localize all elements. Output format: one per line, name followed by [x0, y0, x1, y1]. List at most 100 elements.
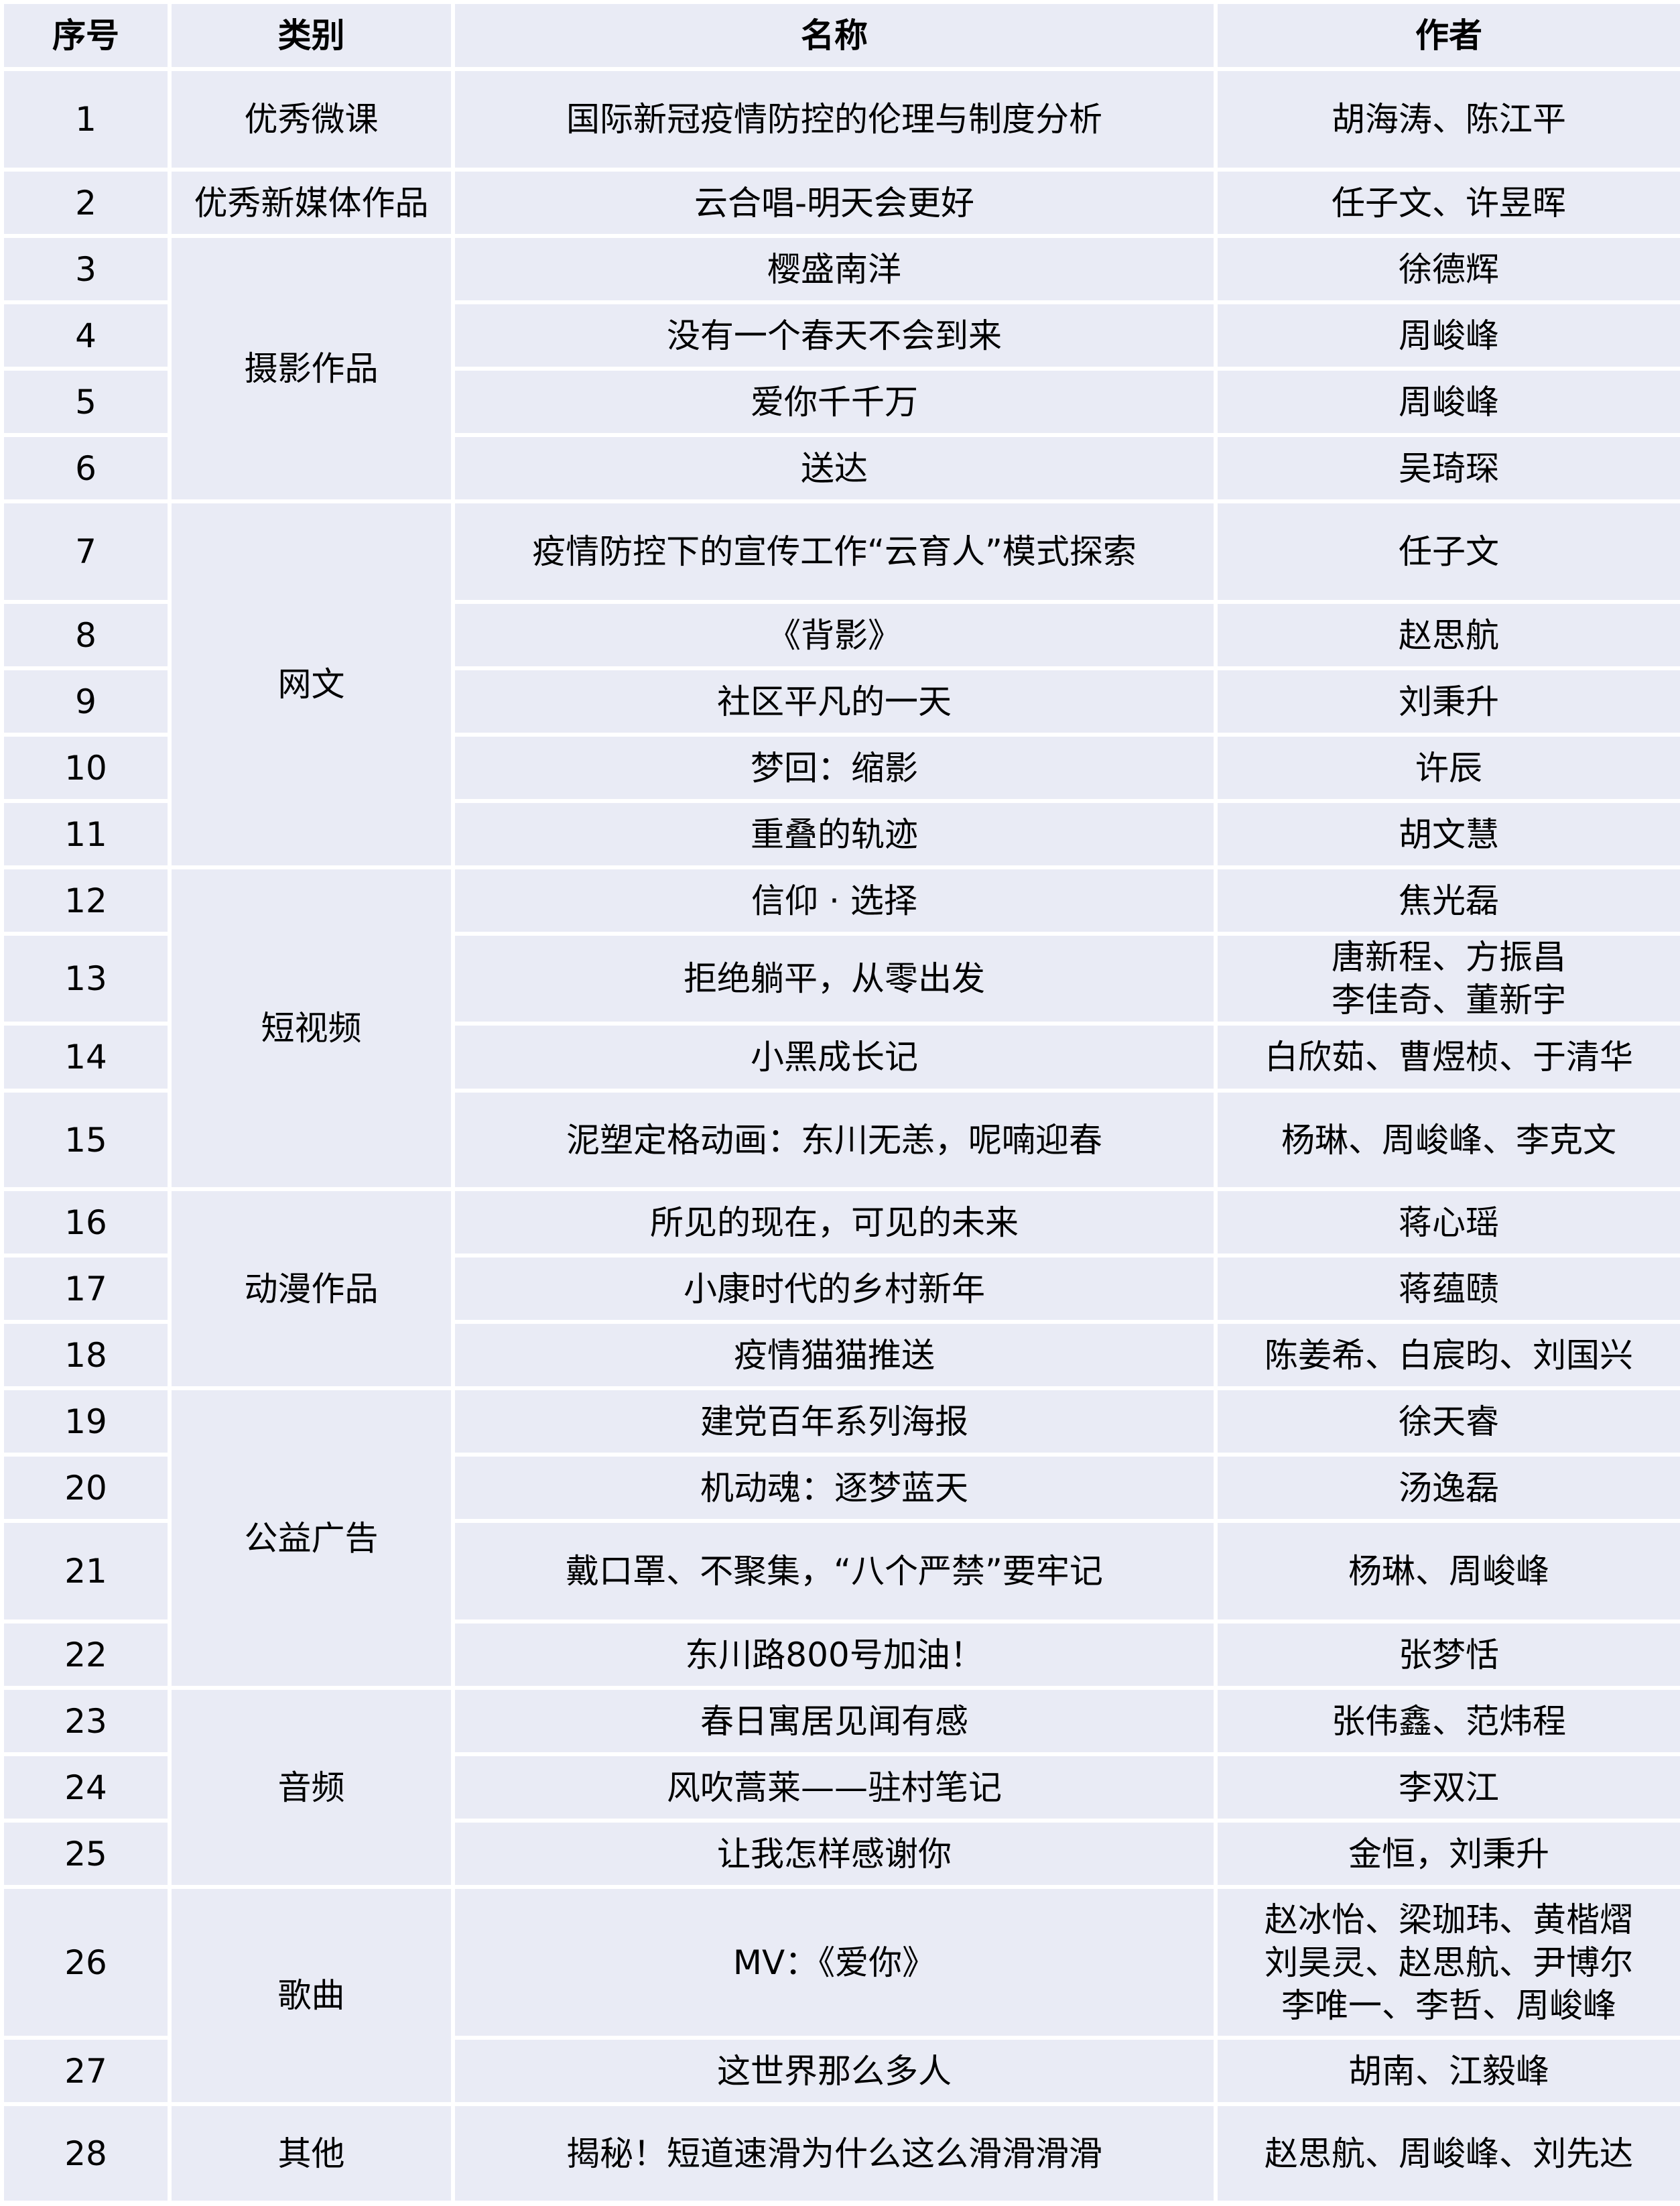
table-row: 27 这世界那么多人 胡南、江毅峰 [0, 2036, 1680, 2106]
cell-category: 摄影作品 [168, 234, 455, 503]
header-category: 类别 [168, 0, 455, 71]
cell-index: 12 [0, 865, 172, 936]
cell-name: 疫情猫猫推送 [451, 1320, 1218, 1390]
cell-index: 9 [0, 666, 172, 737]
cell-name: 建党百年系列海报 [451, 1386, 1218, 1457]
cell-name: 风吹蒿莱——驻村笔记 [451, 1752, 1218, 1823]
cell-author: 白欣茹、曹煜桢、于清华 [1214, 1022, 1680, 1093]
cell-author: 任子文 [1214, 499, 1680, 604]
cell-author: 徐德辉 [1214, 234, 1680, 304]
header-index: 序号 [0, 0, 172, 71]
table-row: 13 拒绝躺平，从零出发 唐新程、方振昌 李佳奇、董新宇 [0, 932, 1680, 1026]
cell-name: 小康时代的乡村新年 [451, 1253, 1218, 1324]
cell-author: 周峻峰 [1214, 367, 1680, 437]
cell-category: 短视频 [168, 865, 455, 1191]
cell-category: 优秀新媒体作品 [168, 168, 455, 238]
cell-name: 春日寓居见闻有感 [451, 1686, 1218, 1756]
cell-name: 送达 [451, 433, 1218, 503]
cell-name: 拒绝躺平，从零出发 [451, 932, 1218, 1026]
cell-author: 吴琦琛 [1214, 433, 1680, 503]
cell-category: 动漫作品 [168, 1187, 455, 1390]
header-name: 名称 [451, 0, 1218, 71]
cell-name: 泥塑定格动画：东川无恙，呢喃迎春 [451, 1089, 1218, 1191]
cell-name: 云合唱-明天会更好 [451, 168, 1218, 238]
cell-author: 唐新程、方振昌 李佳奇、董新宇 [1214, 932, 1680, 1026]
cell-name: 《背影》 [451, 600, 1218, 670]
table-row: 9 社区平凡的一天 刘秉升 [0, 666, 1680, 737]
cell-index: 15 [0, 1089, 172, 1191]
cell-author: 杨琳、周峻峰 [1214, 1519, 1680, 1623]
cell-author: 赵思航、周峻峰、刘先达 [1214, 2102, 1680, 2205]
cell-name: 小黑成长记 [451, 1022, 1218, 1093]
cell-name: 樱盛南洋 [451, 234, 1218, 304]
cell-name: 梦回：缩影 [451, 733, 1218, 803]
cell-index: 28 [0, 2102, 172, 2205]
table-row: 1 优秀微课 国际新冠疫情防控的伦理与制度分析 胡海涛、陈江平 [0, 67, 1680, 172]
cell-author: 张梦恬 [1214, 1619, 1680, 1690]
cell-author: 胡文慧 [1214, 799, 1680, 869]
cell-author: 赵思航 [1214, 600, 1680, 670]
cell-category: 其他 [168, 2102, 455, 2205]
cell-name: 没有一个春天不会到来 [451, 300, 1218, 371]
table-row: 26 歌曲 MV：《爱你》 赵冰怡、梁珈玮、黄楷熠 刘昊灵、赵思航、尹博尔 李唯一、李… [0, 1885, 1680, 2106]
cell-category: 音频 [168, 1686, 455, 1889]
cell-name: 信仰 · 选择 [451, 865, 1218, 936]
cell-name: 所见的现在，可见的未来 [451, 1187, 1218, 1258]
cell-name: 国际新冠疫情防控的伦理与制度分析 [451, 67, 1218, 172]
table-row: 12 短视频 信仰 · 选择 焦光磊 [0, 865, 1680, 1191]
cell-name: 戴口罩、不聚集，“八个严禁”要牢记 [451, 1519, 1218, 1623]
table-row: 28 其他 揭秘！短道速滑为什么这么滑滑滑滑 赵思航、周峻峰、刘先达 [0, 2102, 1680, 2205]
cell-index: 25 [0, 1819, 172, 1889]
cell-index: 20 [0, 1453, 172, 1523]
cell-index: 19 [0, 1386, 172, 1457]
cell-index: 1 [0, 67, 172, 172]
cell-author: 胡南、江毅峰 [1214, 2036, 1680, 2106]
cell-author: 金恒，刘秉升 [1214, 1819, 1680, 1889]
table-row: 15 泥塑定格动画：东川无恙，呢喃迎春 杨琳、周峻峰、李克文 [0, 1089, 1680, 1191]
cell-index: 18 [0, 1320, 172, 1390]
cell-author: 胡海涛、陈江平 [1214, 67, 1680, 172]
cell-index: 27 [0, 2036, 172, 2106]
table-row: 20 机动魂：逐梦蓝天 汤逸磊 [0, 1453, 1680, 1523]
table-row: 10 梦回：缩影 许辰 [0, 733, 1680, 803]
cell-index: 13 [0, 932, 172, 1026]
table-row: 19 公益广告 建党百年系列海报 徐天睿 [0, 1386, 1680, 1690]
cell-author: 李双江 [1214, 1752, 1680, 1823]
header-author: 作者 [1214, 0, 1680, 71]
cell-author: 汤逸磊 [1214, 1453, 1680, 1523]
cell-name: 揭秘！短道速滑为什么这么滑滑滑滑 [451, 2102, 1218, 2205]
table-row: 23 音频 春日寓居见闻有感 张伟鑫、范炜程 [0, 1686, 1680, 1889]
cell-index: 2 [0, 168, 172, 238]
cell-name: 重叠的轨迹 [451, 799, 1218, 869]
cell-author: 任子文、许昱晖 [1214, 168, 1680, 238]
cell-author: 刘秉升 [1214, 666, 1680, 737]
cell-name: 让我怎样感谢你 [451, 1819, 1218, 1889]
table-row: 3 摄影作品 樱盛南洋 徐德辉 [0, 234, 1680, 503]
cell-index: 16 [0, 1187, 172, 1258]
table-row: 14 小黑成长记 白欣茹、曹煜桢、于清华 [0, 1022, 1680, 1093]
cell-index: 14 [0, 1022, 172, 1093]
table-row: 4 没有一个春天不会到来 周峻峰 [0, 300, 1680, 371]
table-row: 24 风吹蒿莱——驻村笔记 李双江 [0, 1752, 1680, 1823]
table-row: 5 爱你千千万 周峻峰 [0, 367, 1680, 437]
table-row: 21 戴口罩、不聚集，“八个严禁”要牢记 杨琳、周峻峰 [0, 1519, 1680, 1623]
cell-index: 11 [0, 799, 172, 869]
cell-category: 优秀微课 [168, 67, 455, 172]
cell-author: 赵冰怡、梁珈玮、黄楷熠 刘昊灵、赵思航、尹博尔 李唯一、李哲、周峻峰 [1214, 1885, 1680, 2040]
cell-author: 徐天睿 [1214, 1386, 1680, 1457]
cell-name: 爱你千千万 [451, 367, 1218, 437]
table-row: 11 重叠的轨迹 胡文慧 [0, 799, 1680, 869]
cell-name: 机动魂：逐梦蓝天 [451, 1453, 1218, 1523]
cell-author: 许辰 [1214, 733, 1680, 803]
cell-name: 疫情防控下的宣传工作“云育人”模式探索 [451, 499, 1218, 604]
cell-index: 23 [0, 1686, 172, 1756]
table-row: 18 疫情猫猫推送 陈姜希、白宸昀、刘国兴 [0, 1320, 1680, 1390]
cell-category: 公益广告 [168, 1386, 455, 1690]
cell-index: 22 [0, 1619, 172, 1690]
table-row: 25 让我怎样感谢你 金恒，刘秉升 [0, 1819, 1680, 1889]
cell-index: 10 [0, 733, 172, 803]
cell-index: 4 [0, 300, 172, 371]
cell-index: 24 [0, 1752, 172, 1823]
cell-author: 焦光磊 [1214, 865, 1680, 936]
